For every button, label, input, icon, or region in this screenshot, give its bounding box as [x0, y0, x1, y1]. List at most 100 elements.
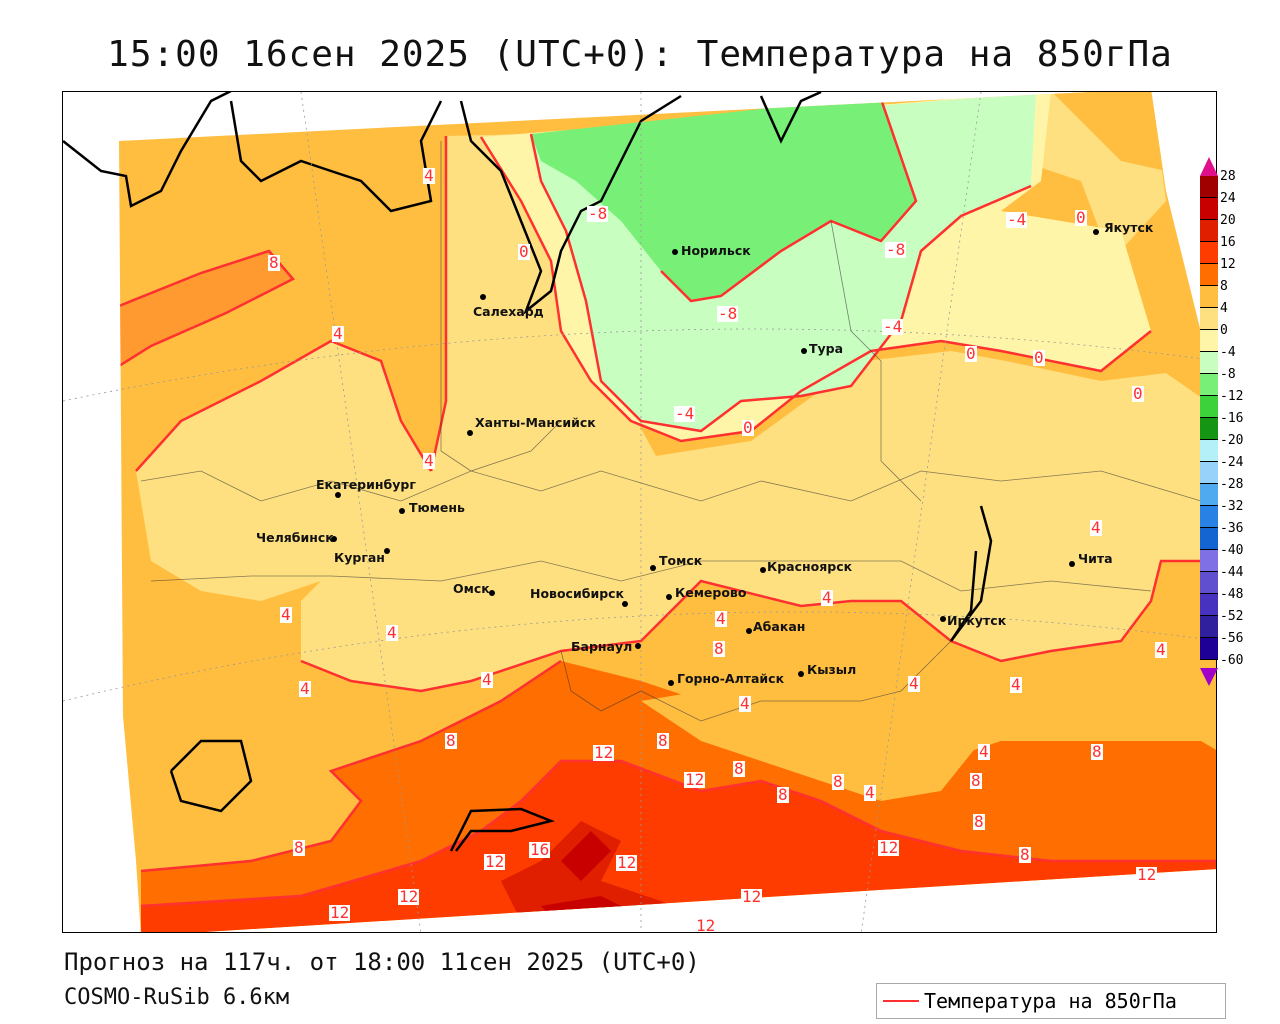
isotherm-label: 4	[739, 694, 751, 713]
isotherm-label: -4	[674, 404, 696, 423]
city-label: Чита	[1078, 551, 1113, 566]
city-dot	[650, 565, 656, 571]
isotherm-label: 4	[978, 742, 990, 761]
colorbar-tick-label: -36	[1220, 521, 1244, 536]
city-dot	[384, 548, 390, 554]
isotherm-label: 4	[423, 451, 435, 470]
isotherm-lines	[119, 98, 1216, 908]
colorbar-segment	[1200, 550, 1218, 572]
legend-line-swatch	[883, 1000, 919, 1002]
colorbar-tick-label: 8	[1220, 279, 1228, 294]
city-dot	[489, 590, 495, 596]
isotherm-label: -4	[1006, 210, 1028, 229]
colorbar-segment	[1200, 418, 1218, 440]
colorbar-segment	[1200, 352, 1218, 374]
isotherm-label: 0	[1132, 384, 1144, 403]
colorbar-segment	[1200, 616, 1218, 638]
city-label: Кемерово	[675, 585, 747, 600]
isotherm-label: 0	[1033, 348, 1045, 367]
colorbar-bottom-arrow	[1200, 668, 1218, 686]
city-dot	[331, 536, 337, 542]
isotherm-label: 8	[970, 771, 982, 790]
colorbar-segment	[1200, 462, 1218, 484]
colorbar-segment	[1200, 330, 1218, 352]
isotherm-label: 4	[1010, 675, 1022, 694]
colorbar-segment	[1200, 308, 1218, 330]
city-label: Курган	[334, 550, 385, 565]
city-dot	[798, 671, 804, 677]
coastline	[63, 92, 993, 852]
isotherm-label: 12	[1136, 865, 1158, 884]
isotherm-label: 0	[1075, 208, 1087, 227]
isotherm-label: 12	[695, 916, 717, 933]
city-dot	[480, 294, 486, 300]
isotherm-label: 12	[398, 887, 420, 906]
colorbar-tick-label: 0	[1220, 323, 1228, 338]
isotherm-label: 8	[832, 772, 844, 791]
isotherm-label: -8	[587, 204, 609, 223]
city-label: Норильск	[681, 243, 751, 258]
colorbar-segment	[1200, 528, 1218, 550]
isotherm-label: 12	[684, 770, 706, 789]
map-legend: Температура на 850гПа	[876, 983, 1226, 1019]
isotherm-label: 12	[329, 903, 351, 922]
temperature-fill	[119, 92, 1216, 932]
map-canvas	[63, 92, 1216, 932]
city-label: Кызыл	[807, 662, 857, 677]
isotherm-label: 12	[878, 838, 900, 857]
city-dot	[666, 594, 672, 600]
isotherm-label: -8	[885, 240, 907, 259]
isotherm-label: 12	[741, 887, 763, 906]
isotherm-label: 8	[733, 759, 745, 778]
isotherm-label: 8	[973, 812, 985, 831]
isotherm-label: 8	[657, 731, 669, 750]
colorbar-segment	[1200, 396, 1218, 418]
colorbar-tick-label: -12	[1220, 389, 1244, 404]
isotherm-label: 4	[864, 783, 876, 802]
colorbar-tick-label: -4	[1220, 345, 1236, 360]
graticule	[63, 92, 1216, 932]
map-title: 15:00 16сен 2025 (UTC+0): Температура на…	[107, 34, 1173, 75]
city-label: Новосибирск	[530, 586, 625, 601]
colorbar-tick-label: -20	[1220, 433, 1244, 448]
colorbar-tick-label: 20	[1220, 213, 1236, 228]
city-dot	[672, 249, 678, 255]
isotherm-label: 8	[1091, 742, 1103, 761]
city-dot	[668, 680, 674, 686]
isotherm-label: 4	[481, 670, 493, 689]
colorbar-segment	[1200, 594, 1218, 616]
isotherm-label: 12	[593, 743, 615, 762]
colorbar-tick-label: 12	[1220, 257, 1236, 272]
colorbar-tick-label: -40	[1220, 543, 1244, 558]
city-label: Салехард	[473, 304, 544, 319]
colorbar-segment	[1200, 506, 1218, 528]
isotherm-label: 16	[529, 840, 551, 859]
colorbar-tick-label: 4	[1220, 301, 1228, 316]
city-dot	[1069, 561, 1075, 567]
colorbar-segment	[1200, 484, 1218, 506]
colorbar-segment	[1200, 286, 1218, 308]
colorbar-segment	[1200, 374, 1218, 396]
colorbar-segment	[1200, 220, 1218, 242]
city-label: Челябинск	[256, 530, 334, 545]
colorbar-segment	[1200, 176, 1218, 198]
city-dot	[622, 601, 628, 607]
colorbar-tick-label: -24	[1220, 455, 1244, 470]
colorbar-segment	[1200, 264, 1218, 286]
colorbar-segment	[1200, 440, 1218, 462]
isotherm-label: 4	[1090, 518, 1102, 537]
city-dot	[940, 616, 946, 622]
city-dot	[635, 643, 641, 649]
isotherm-label: 4	[821, 588, 833, 607]
isotherm-label: -8	[717, 304, 739, 323]
colorbar-tick-label: -44	[1220, 565, 1244, 580]
city-label: Горно-Алтайск	[677, 671, 785, 686]
colorbar-segment	[1200, 242, 1218, 264]
city-dot	[801, 348, 807, 354]
isotherm-label: 0	[965, 344, 977, 363]
isotherm-label: 8	[445, 731, 457, 750]
city-label: Екатеринбург	[316, 477, 416, 492]
isotherm-label: 4	[423, 166, 435, 185]
isotherm-label: 4	[299, 679, 311, 698]
isotherm-label: 8	[268, 253, 280, 272]
